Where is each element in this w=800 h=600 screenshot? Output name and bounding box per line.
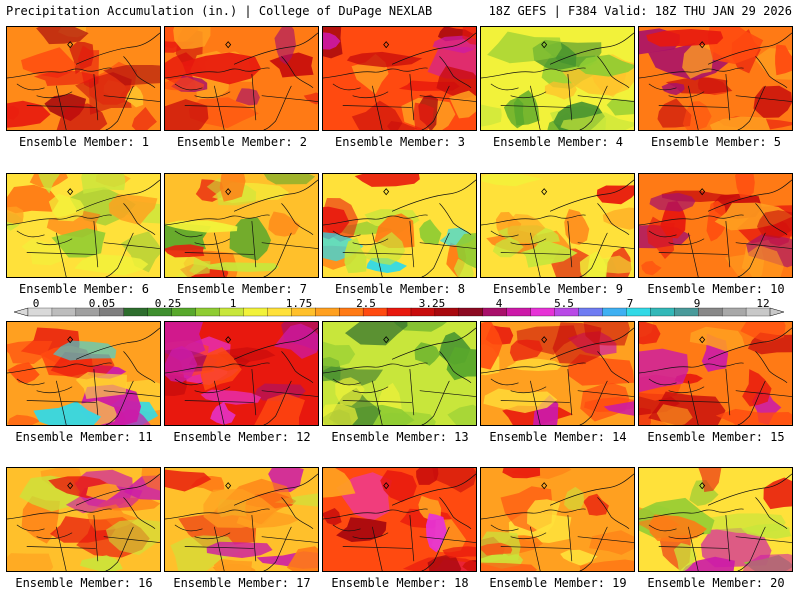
colorbar-swatch bbox=[243, 307, 268, 317]
location-marker-icon bbox=[541, 482, 548, 490]
location-marker-icon bbox=[541, 188, 548, 196]
location-marker-icon bbox=[67, 41, 74, 49]
ensemble-member-label: Ensemble Member: 9 bbox=[492, 282, 624, 296]
colorbar-swatch bbox=[698, 307, 723, 317]
colorbar-right-arrow bbox=[769, 307, 785, 317]
ensemble-member-map bbox=[480, 173, 635, 278]
colorbar-tick-label: 1 bbox=[229, 297, 237, 310]
ensemble-member-map bbox=[480, 26, 635, 131]
colorbar-tick-label: 9 bbox=[693, 297, 701, 310]
ensemble-member-label: Ensemble Member: 11 bbox=[15, 430, 153, 444]
ensemble-member-label: Ensemble Member: 16 bbox=[15, 576, 153, 590]
ensemble-member-label: Ensemble Member: 15 bbox=[647, 430, 785, 444]
ensemble-member-label: Ensemble Member: 14 bbox=[489, 430, 627, 444]
colorbar-swatch bbox=[650, 307, 675, 317]
ensemble-member-label: Ensemble Member: 2 bbox=[176, 135, 308, 149]
ensemble-member-label: Ensemble Member: 13 bbox=[331, 430, 469, 444]
ensemble-member-label: Ensemble Member: 3 bbox=[334, 135, 466, 149]
location-marker-icon bbox=[225, 41, 232, 49]
ensemble-member-map bbox=[6, 321, 161, 426]
colorbar-swatch bbox=[721, 307, 747, 317]
colorbar-tick-label: 1.75 bbox=[285, 297, 313, 310]
colorbar-tick-label: 3.25 bbox=[418, 297, 446, 310]
colorbar-tick-label: 0.25 bbox=[154, 297, 182, 310]
ensemble-member-map bbox=[164, 26, 319, 131]
ensemble-member-label: Ensemble Member: 1 bbox=[18, 135, 150, 149]
ensemble-member-label: Ensemble Member: 6 bbox=[18, 282, 150, 296]
location-marker-icon bbox=[383, 336, 390, 344]
precipitation-colorbar bbox=[13, 307, 785, 317]
location-marker-icon bbox=[699, 336, 706, 344]
location-marker-icon bbox=[67, 336, 74, 344]
colorbar-swatch bbox=[27, 307, 53, 317]
ensemble-member-map bbox=[6, 26, 161, 131]
colorbar-tick-label: 2.5 bbox=[356, 297, 376, 310]
location-marker-icon bbox=[225, 188, 232, 196]
ensemble-member-map bbox=[322, 321, 477, 426]
colorbar-swatch bbox=[386, 307, 412, 317]
colorbar-swatch bbox=[530, 307, 556, 317]
colorbar-swatch bbox=[602, 307, 627, 317]
ensemble-member-label: Ensemble Member: 12 bbox=[173, 430, 311, 444]
colorbar-swatch bbox=[506, 307, 532, 317]
location-marker-icon bbox=[225, 336, 232, 344]
ensemble-member-label: Ensemble Member: 5 bbox=[650, 135, 782, 149]
ensemble-member-map bbox=[164, 321, 319, 426]
location-marker-icon bbox=[541, 336, 548, 344]
ensemble-member-map bbox=[164, 467, 319, 572]
map-title: Precipitation Accumulation (in.) | Colle… bbox=[6, 4, 433, 18]
location-marker-icon bbox=[383, 188, 390, 196]
ensemble-member-label: Ensemble Member: 18 bbox=[331, 576, 469, 590]
ensemble-member-map bbox=[638, 26, 793, 131]
location-marker-icon bbox=[225, 482, 232, 490]
ensemble-member-label: Ensemble Member: 4 bbox=[492, 135, 624, 149]
ensemble-member-map bbox=[480, 321, 635, 426]
colorbar-swatch bbox=[578, 307, 603, 317]
colorbar-swatch bbox=[195, 307, 220, 317]
location-marker-icon bbox=[699, 482, 706, 490]
location-marker-icon bbox=[383, 482, 390, 490]
colorbar-tick-label: 4 bbox=[495, 297, 503, 310]
ensemble-member-map bbox=[322, 467, 477, 572]
colorbar-swatch bbox=[123, 307, 149, 317]
ensemble-member-map bbox=[638, 321, 793, 426]
colorbar-swatch bbox=[315, 307, 340, 317]
colorbar-swatch bbox=[51, 307, 77, 317]
location-marker-icon bbox=[699, 41, 706, 49]
location-marker-icon bbox=[383, 41, 390, 49]
location-marker-icon bbox=[67, 482, 74, 490]
ensemble-member-map bbox=[322, 173, 477, 278]
location-marker-icon bbox=[67, 188, 74, 196]
ensemble-member-label: Ensemble Member: 17 bbox=[173, 576, 311, 590]
ensemble-member-map bbox=[164, 173, 319, 278]
ensemble-member-map bbox=[480, 467, 635, 572]
colorbar-tick-label: 7 bbox=[626, 297, 634, 310]
ensemble-member-label: Ensemble Member: 19 bbox=[489, 576, 627, 590]
colorbar-tick-label: 5.5 bbox=[554, 297, 574, 310]
ensemble-member-map bbox=[638, 467, 793, 572]
location-marker-icon bbox=[699, 188, 706, 196]
ensemble-member-label: Ensemble Member: 20 bbox=[647, 576, 785, 590]
ensemble-member-label: Ensemble Member: 7 bbox=[176, 282, 308, 296]
colorbar-left-arrow bbox=[13, 307, 29, 317]
model-run-info: 18Z GEFS | F384 Valid: 18Z THU JAN 29 20… bbox=[488, 4, 792, 18]
colorbar-swatch bbox=[458, 307, 484, 317]
ensemble-member-label: Ensemble Member: 10 bbox=[647, 282, 785, 296]
colorbar-tick-label: 0 bbox=[32, 297, 40, 310]
colorbar-tick-label: 12 bbox=[756, 297, 770, 310]
colorbar-tick-label: 0.05 bbox=[88, 297, 116, 310]
ensemble-member-map bbox=[322, 26, 477, 131]
ensemble-member-label: Ensemble Member: 8 bbox=[334, 282, 466, 296]
ensemble-member-map bbox=[6, 467, 161, 572]
location-marker-icon bbox=[541, 41, 548, 49]
ensemble-member-map bbox=[6, 173, 161, 278]
ensemble-member-map bbox=[638, 173, 793, 278]
